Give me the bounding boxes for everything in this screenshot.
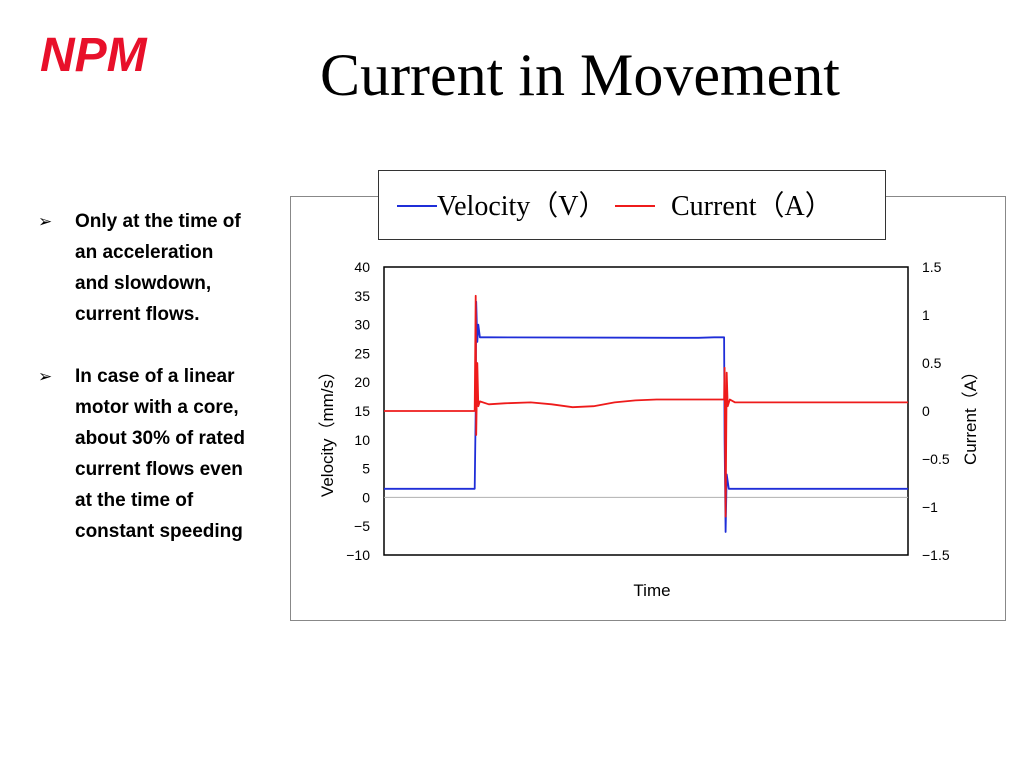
npm-logo: NPM [40, 29, 147, 82]
y2-tick-label: 1.5 [922, 259, 942, 275]
y-tick-label: 25 [354, 345, 370, 361]
bullet-line: and slowdown, [75, 273, 212, 294]
y-tick-label: −10 [346, 547, 370, 563]
y2-axis-label: Current（A） [961, 363, 980, 465]
y-tick-label: 40 [354, 259, 370, 275]
y2-tick-label: −1 [922, 499, 938, 515]
y-tick-label: 5 [362, 461, 370, 477]
slide-title: Current in Movement [320, 42, 840, 108]
x-axis-label: Time [633, 581, 670, 600]
bullet-line: current flows even [75, 459, 243, 480]
bullet-line: motor with a core, [75, 397, 239, 418]
bullet-line: constant speeding [75, 521, 243, 542]
legend-swatch-velocity [397, 205, 437, 207]
bullet-line: Only at the time of [75, 211, 241, 232]
y2-tick-label: 1 [922, 307, 930, 323]
bullet-list: ➢ Only at the time of an acceleration an… [36, 206, 286, 578]
arrow-bullet-icon: ➢ [38, 367, 53, 386]
y2-tick-label: 0 [922, 403, 930, 419]
bullet-item-2: ➢ In case of a linear motor with a core,… [36, 361, 286, 547]
y-tick-label: 35 [354, 288, 370, 304]
bullet-line: an acceleration [75, 242, 214, 263]
y-axis-label: Velocity（mm/s） [318, 363, 337, 497]
bullet-line: In case of a linear [75, 366, 235, 387]
y-tick-label: 20 [354, 374, 370, 390]
y-tick-label: 15 [354, 403, 370, 419]
y-tick-label: 0 [362, 489, 370, 505]
y2-tick-label: 0.5 [922, 355, 942, 371]
bullet-line: at the time of [75, 490, 194, 511]
arrow-bullet-icon: ➢ [38, 212, 53, 231]
legend-label-current: Current（A） [671, 191, 833, 222]
legend-swatch-current [615, 205, 655, 207]
bullet-item-1: ➢ Only at the time of an acceleration an… [36, 206, 286, 330]
series-line-current [384, 294, 908, 518]
bullet-line: about 30% of rated [75, 428, 245, 449]
y2-tick-label: −0.5 [922, 451, 950, 467]
bullet-line: current flows. [75, 304, 200, 325]
y-tick-label: 30 [354, 317, 370, 333]
y-tick-label: 10 [354, 432, 370, 448]
y2-tick-label: −1.5 [922, 547, 950, 563]
legend-label-velocity: Velocity（V） [437, 191, 607, 222]
chart-legend: Velocity（V） Current（A） [378, 170, 886, 240]
y-tick-label: −5 [354, 518, 370, 534]
